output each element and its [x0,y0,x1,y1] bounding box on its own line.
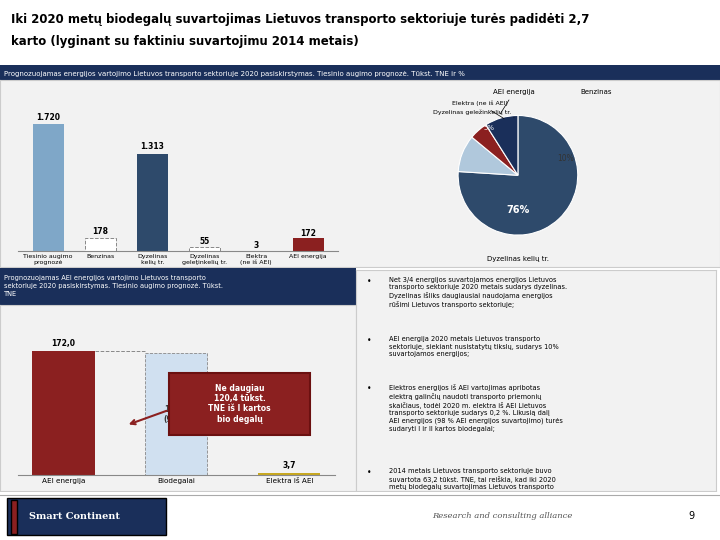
Text: •: • [367,276,372,286]
Text: 1.720: 1.720 [36,112,60,122]
Text: 10%: 10% [557,154,574,163]
Text: Benzinas: Benzinas [581,90,612,96]
Wedge shape [472,125,518,176]
Text: Elektros energijos iš AEI vartojimas apribotas
elektrą galinčių naudoti transpor: Elektros energijos iš AEI vartojimas apr… [389,384,562,431]
Text: Prognozuojamas AEI energijos vartojimo Lietuvos transporto
sektoriuje 2020 pasis: Prognozuojamas AEI energijos vartojimo L… [4,275,222,297]
Text: •: • [367,384,372,393]
Text: 178: 178 [92,227,108,236]
Wedge shape [458,137,518,176]
Text: karto (lyginant su faktiniu suvartojimu 2014 metais): karto (lyginant su faktiniu suvartojimu … [11,35,359,48]
Bar [84,238,116,251]
FancyBboxPatch shape [11,500,17,534]
Wedge shape [458,116,577,235]
Text: 5%: 5% [483,125,495,131]
Text: 3: 3 [253,241,259,250]
Text: •: • [367,468,372,477]
Text: Prognozuojamas energijos vartojimo Lietuvos transporto sektoriuje 2020 pasiskirs: Prognozuojamas energijos vartojimo Lietu… [4,71,464,77]
Text: Smart Continent: Smart Continent [29,512,120,521]
Bar [258,472,320,475]
Text: 55: 55 [199,238,210,246]
Wedge shape [486,116,518,176]
Text: Dyzelinas kelių tr.: Dyzelinas kelių tr. [487,256,549,262]
Bar [32,350,94,475]
Bar [145,353,207,475]
Text: 1.313: 1.313 [140,143,164,151]
FancyBboxPatch shape [7,498,166,535]
Text: Iki 2020 metų biodegalų suvartojimas Lietuvos transporto sektoriuje turės padidė: Iki 2020 metų biodegalų suvartojimas Lie… [11,14,589,26]
Text: 2014 metais Lietuvos transporto sektoriuje buvo
suvartota 63,2 tūkst. TNE, tai r: 2014 metais Lietuvos transporto sektoriu… [389,468,556,507]
Text: •: • [367,336,372,346]
Bar [189,247,220,251]
Text: Elektra (ne iš AEI): Elektra (ne iš AEI) [451,101,508,119]
Text: AEI energija: AEI energija [493,89,535,114]
Text: Dyzelinas geležinkelių tr.: Dyzelinas geležinkelių tr. [433,110,514,118]
Text: 76%: 76% [506,205,529,215]
Bar [137,154,168,251]
Text: AEI energija 2020 metais Lietuvos transporto
sektoriuje, siekiant nusistatytų ti: AEI energija 2020 metais Lietuvos transp… [389,336,559,357]
Text: 172: 172 [300,229,316,238]
Bar [32,124,64,251]
Text: 9: 9 [688,511,695,521]
Text: 3,7: 3,7 [282,461,296,470]
Text: 172,0: 172,0 [51,339,76,348]
Text: Ne daugiau
120,4 tūkst.
TNE iš I kartos
bio degalų: Ne daugiau 120,4 tūkst. TNE iš I kartos … [208,383,271,424]
Text: Net 3/4 energijos suvartojamos energijos Lietuvos
transporto sektoriuje 2020 met: Net 3/4 energijos suvartojamos energijos… [389,276,567,308]
Bar [292,239,324,251]
Text: Research and consulting alliance: Research and consulting alliance [432,512,572,520]
Text: 168,3
(98%): 168,3 (98%) [163,404,189,424]
